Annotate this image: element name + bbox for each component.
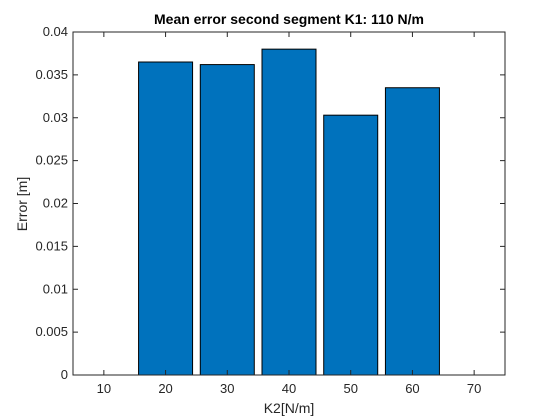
y-tick-label: 0.035 (35, 67, 68, 82)
y-tick-label: 0 (61, 367, 68, 382)
bar-50 (323, 114, 379, 376)
x-tick-label: 20 (158, 381, 172, 396)
y-tick-label: 0.04 (43, 24, 68, 39)
x-tick-label: 40 (282, 381, 296, 396)
bar-40 (261, 48, 317, 376)
y-tick-label: 0.005 (35, 324, 68, 339)
x-tick-label: 10 (97, 381, 111, 396)
x-tick-label: 60 (405, 381, 419, 396)
x-axis-label: K2[N/m] (264, 400, 315, 416)
plot-area: 10 20 30 40 50 60 70 0 0.005 0.01 0.015 0.02 0.025 0.… (35, 24, 506, 396)
bar-60 (384, 87, 440, 376)
y-tick-label: 0.015 (35, 238, 68, 253)
x-tick-label: 50 (343, 381, 357, 396)
x-tick-label: 30 (220, 381, 234, 396)
y-tick-label: 0.01 (43, 281, 68, 296)
chart-title: Mean error second segment K1: 110 N/m (154, 11, 424, 27)
y-tick-label: 0.02 (43, 196, 68, 211)
bar-20 (138, 61, 194, 376)
y-axis-label: Error [m] (14, 177, 30, 231)
y-tick-label: 0.03 (43, 110, 68, 125)
bar-30 (199, 64, 255, 376)
y-tick-label: 0.025 (35, 153, 68, 168)
x-tick-label: 70 (467, 381, 481, 396)
